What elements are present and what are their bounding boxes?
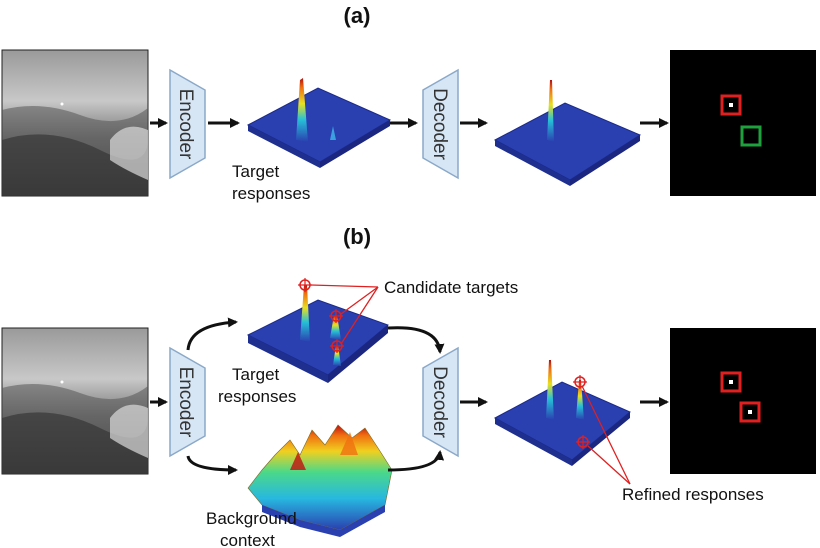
refined-response-surface-b	[493, 360, 631, 466]
encoder-label-b: Encoder	[175, 367, 196, 438]
refined-pointer-2	[587, 445, 631, 485]
panel-a-label: (a)	[344, 3, 371, 28]
target-marker-icon	[573, 375, 587, 389]
target-responses-caption-b-line2: responses	[218, 387, 296, 406]
detection-output-a	[670, 50, 816, 196]
input-image-a	[1, 49, 149, 197]
background-context-surface	[247, 424, 393, 537]
target-response-surface-a	[246, 78, 392, 168]
panel-b-label: (b)	[343, 224, 371, 249]
detection-box-red-a	[720, 94, 742, 116]
arrow-background-to-decoder-b	[387, 450, 445, 472]
background-caption-line2: context	[220, 531, 275, 548]
target-responses-caption-a-line2: responses	[232, 184, 310, 203]
refined-response-surface-a	[493, 80, 642, 186]
target-responses-caption-a-line1: Target	[232, 162, 280, 181]
encoder-block-b: Encoder	[169, 346, 206, 458]
arrow-target-responses-to-decoder-b	[387, 326, 445, 354]
detection-box-green-a	[740, 125, 762, 147]
target-marker-icon	[330, 339, 344, 353]
target-marker-icon	[576, 435, 590, 449]
candidate-target-markers	[298, 278, 379, 353]
decoder-block-a: Decoder	[422, 68, 459, 180]
target-marker-icon	[298, 278, 312, 292]
decoder-label-b: Decoder	[429, 366, 450, 438]
input-image-b	[1, 327, 149, 475]
detection-box-red-b2	[739, 401, 761, 423]
arrow-encoder-to-target-responses-b	[186, 317, 238, 351]
arrow-encoder-to-background-b	[186, 455, 238, 475]
refined-pointer-1	[581, 385, 631, 485]
background-caption-line1: Background	[206, 509, 297, 528]
detection-output-b	[670, 328, 816, 474]
encoder-label-a: Encoder	[175, 89, 196, 160]
decoder-block-b: Decoder	[422, 346, 459, 458]
target-marker-icon	[329, 309, 343, 323]
target-response-surface-b	[246, 285, 389, 383]
detection-box-red-b1	[720, 371, 742, 393]
candidate-targets-caption: Candidate targets	[384, 278, 518, 297]
encoder-block-a: Encoder	[169, 68, 206, 180]
refined-responses-caption: Refined responses	[622, 485, 764, 504]
decoder-label-a: Decoder	[429, 88, 450, 160]
target-responses-caption-b-line1: Target	[232, 365, 280, 384]
